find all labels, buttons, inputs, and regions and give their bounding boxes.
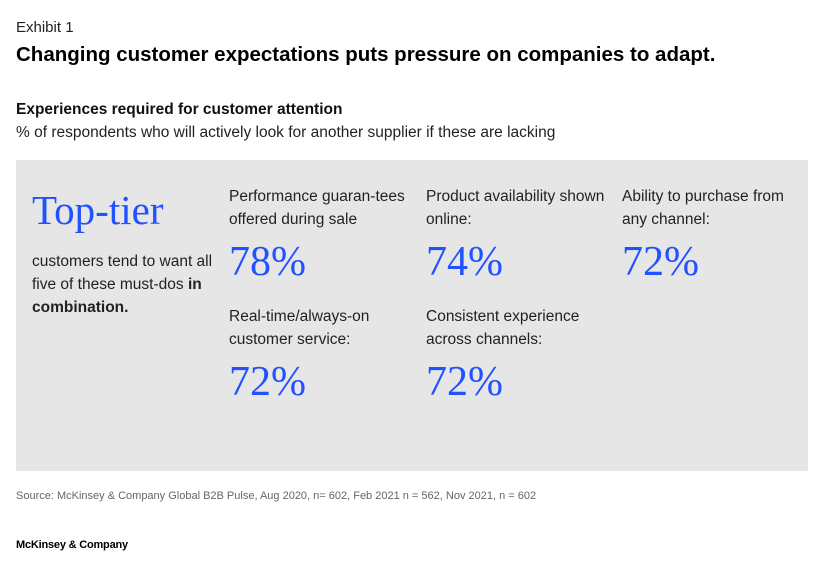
chart-subtitle: Experiences required for customer attent… bbox=[16, 101, 343, 118]
intro-text: customers tend to want all five of these… bbox=[32, 250, 217, 319]
stat-value-any-channel: 72% bbox=[622, 239, 699, 285]
brand-logo: McKinsey & Company bbox=[16, 539, 128, 551]
page-title: Changing customer expectations puts pres… bbox=[16, 43, 716, 66]
stat-label-performance: Performance guaran-tees offered during s… bbox=[229, 188, 405, 228]
stat-value-consistent-experience: 72% bbox=[426, 359, 503, 405]
stat-label-availability: Product availability shown online: bbox=[426, 188, 605, 228]
stat-value-customer-service: 72% bbox=[229, 359, 306, 405]
stats-panel bbox=[16, 160, 808, 471]
stat-value-availability: 74% bbox=[426, 239, 503, 285]
stat-label-consistent-experience: Consistent experience across channels: bbox=[426, 308, 580, 348]
exhibit-label: Exhibit 1 bbox=[16, 19, 74, 36]
stat-label-any-channel: Ability to purchase from any channel: bbox=[622, 188, 784, 228]
chart-description: % of respondents who will actively look … bbox=[16, 124, 556, 141]
headline: Top-tier bbox=[32, 187, 164, 233]
intro-plain: customers tend to want all five of these… bbox=[32, 253, 213, 293]
stat-value-performance: 78% bbox=[229, 239, 306, 285]
source-note: Source: McKinsey & Company Global B2B Pu… bbox=[16, 490, 537, 502]
stat-label-customer-service: Real-time/always-on customer service: bbox=[229, 308, 370, 348]
intro-bold: in combination. bbox=[32, 276, 202, 316]
